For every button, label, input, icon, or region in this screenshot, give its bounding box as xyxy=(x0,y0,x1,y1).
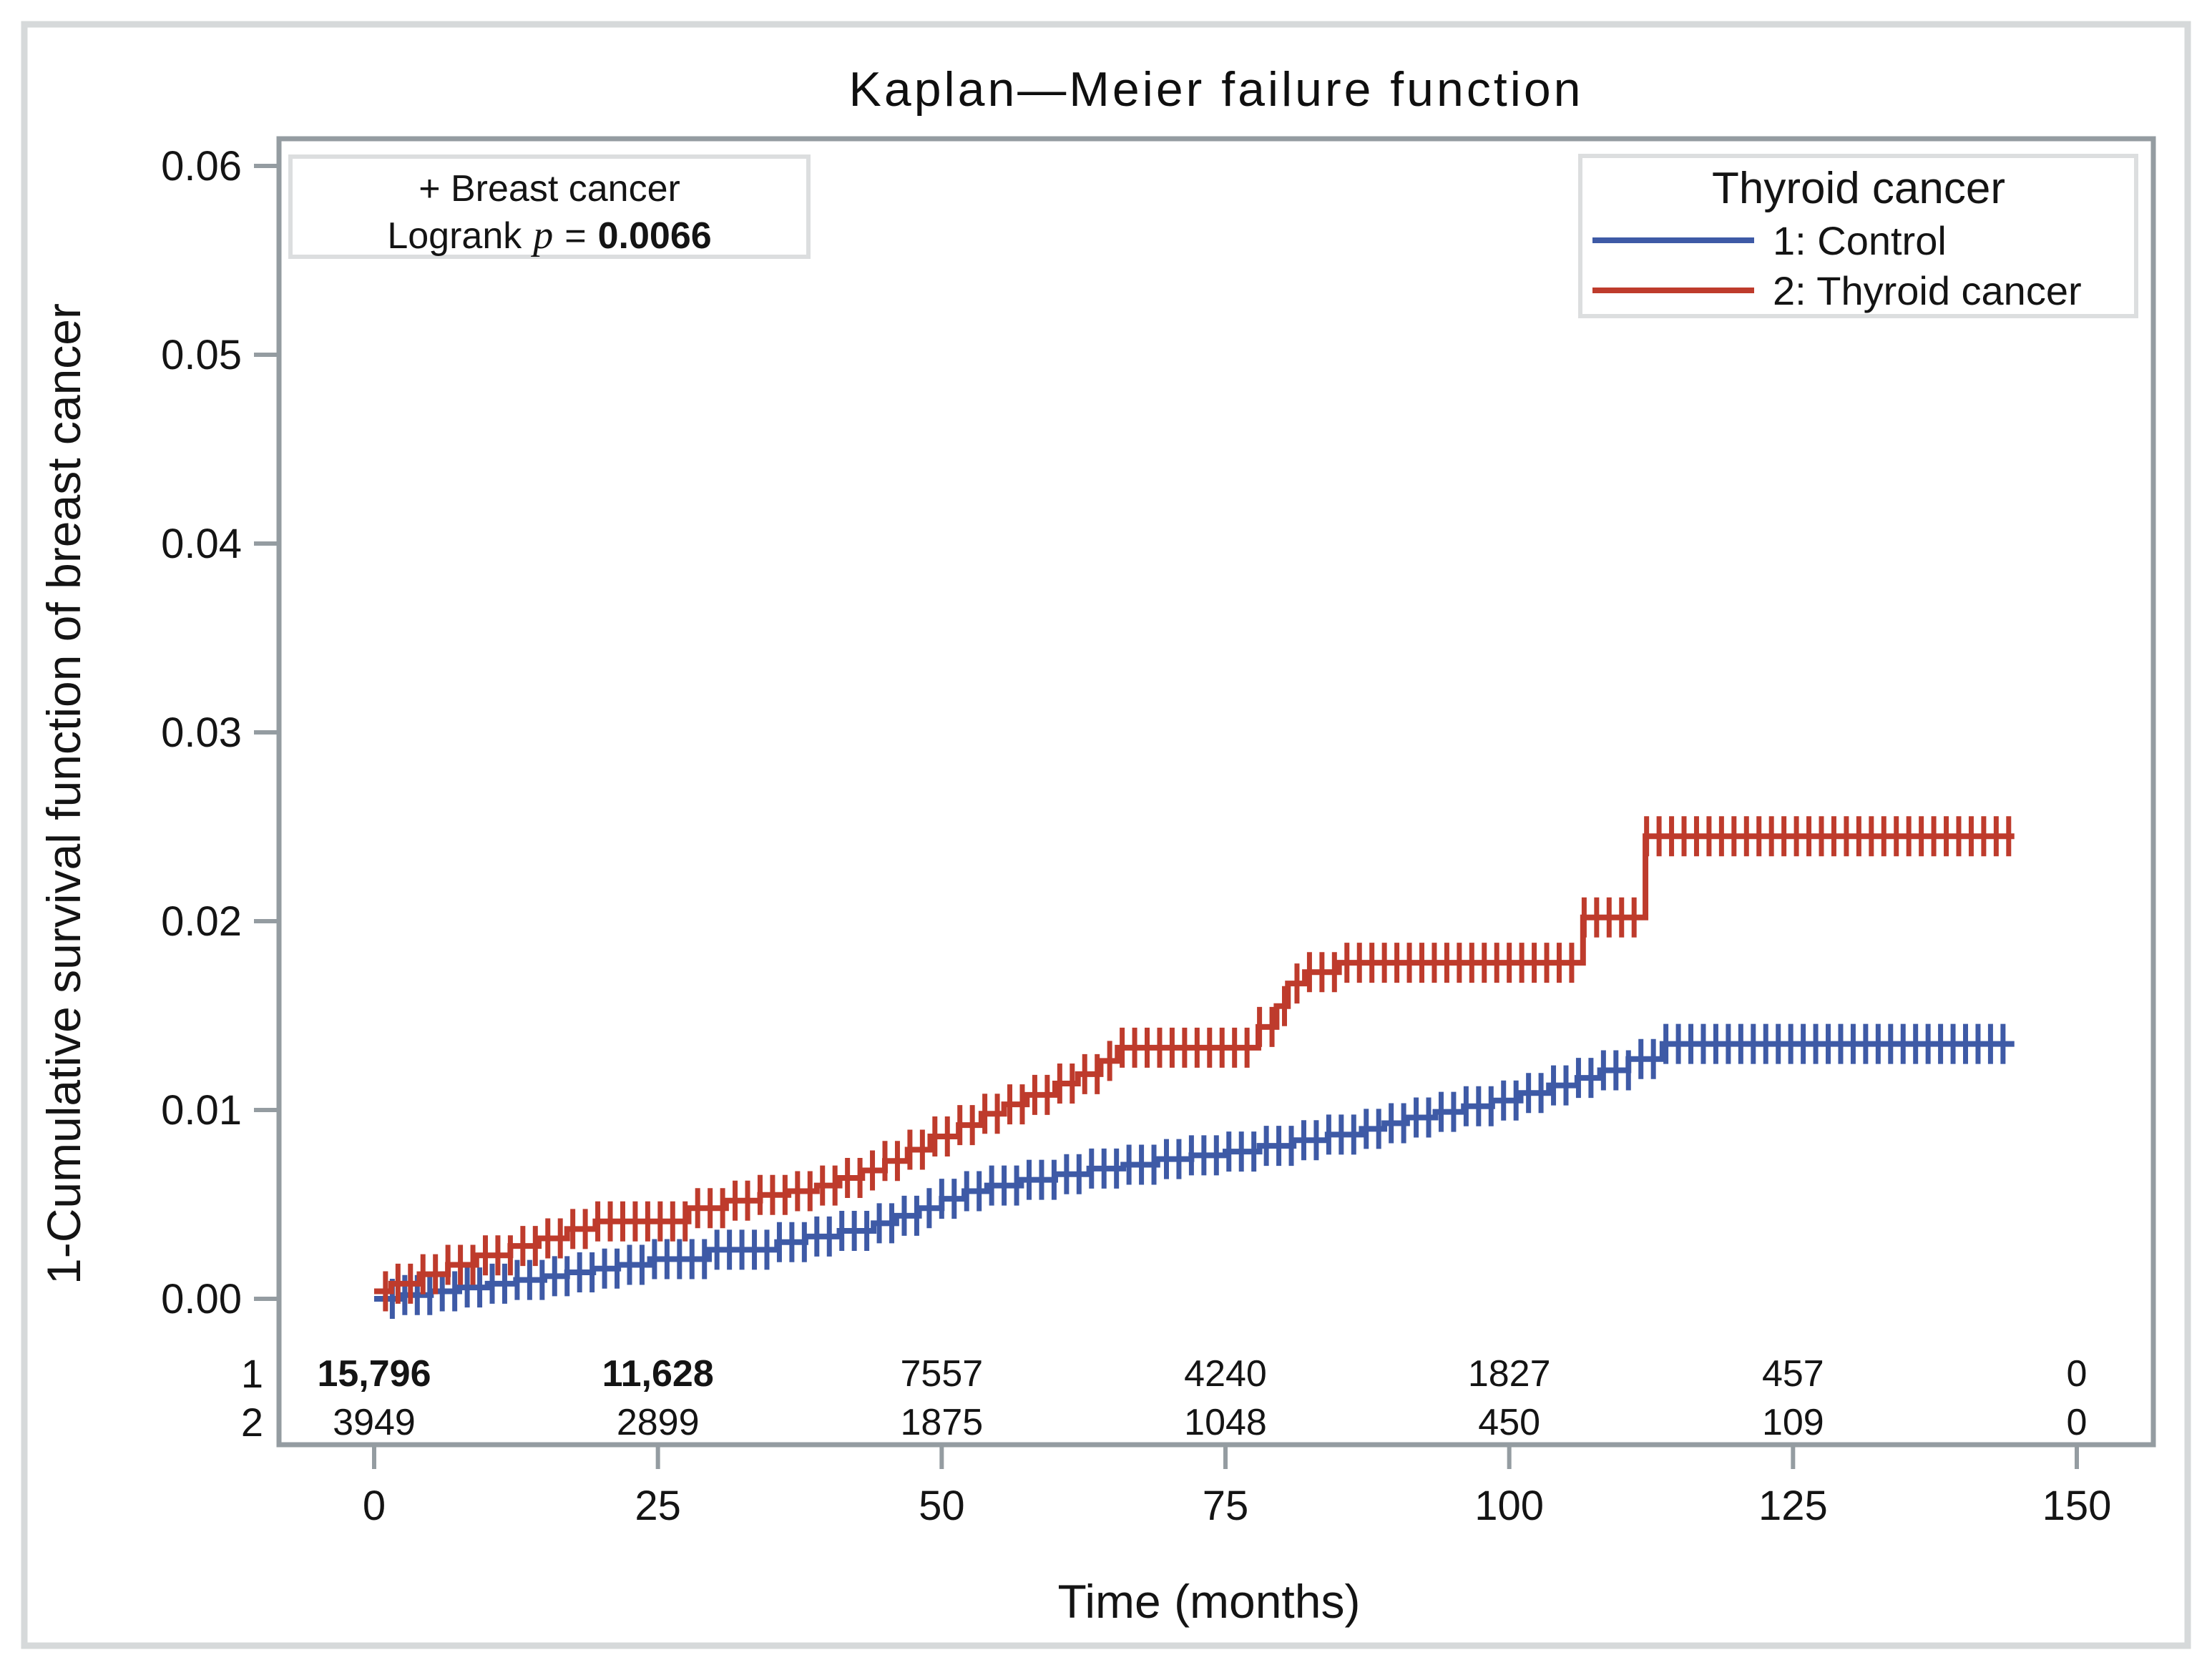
risk-value: 15,796 xyxy=(317,1353,431,1395)
x-tick-label: 50 xyxy=(919,1483,965,1529)
x-tick-label: 25 xyxy=(635,1483,681,1529)
risk-row-label: 2 xyxy=(241,1400,263,1445)
annotation-line1: + Breast cancer xyxy=(419,168,680,210)
risk-value: 0 xyxy=(2067,1402,2088,1443)
y-tick-label: 0.03 xyxy=(161,709,242,756)
y-tick-label: 0.00 xyxy=(161,1276,242,1322)
legend-item-label: 1: Control xyxy=(1773,218,1947,263)
chart-title: Kaplan—Meier failure function xyxy=(849,62,1584,117)
risk-value: 450 xyxy=(1478,1402,1540,1443)
risk-value: 457 xyxy=(1762,1353,1824,1395)
x-tick-label: 125 xyxy=(1758,1483,1828,1529)
annotation-line2: Logrank p = 0.0066 xyxy=(387,213,711,257)
x-tick-label: 100 xyxy=(1474,1483,1544,1529)
legend-items: 1: Control 2: Thyroid cancer xyxy=(1592,218,2082,313)
legend: Thyroid cancer 1: Control 2: Thyroid canc… xyxy=(1578,154,2138,318)
y-axis: 0.00 0.01 0.02 0.03 0.04 0.05 0.06 xyxy=(161,143,279,1322)
p-symbol: p xyxy=(530,213,553,257)
risk-row-label: 1 xyxy=(241,1351,263,1396)
risk-value: 0 xyxy=(2067,1353,2088,1395)
legend-title: Thyroid cancer xyxy=(1712,164,2005,213)
risk-value: 2899 xyxy=(617,1402,700,1443)
y-tick-label: 0.05 xyxy=(161,332,242,378)
risk-value: 11,628 xyxy=(602,1353,714,1395)
y-tick-label: 0.02 xyxy=(161,898,242,945)
x-tick-label: 0 xyxy=(363,1483,386,1529)
risk-value: 3949 xyxy=(333,1402,416,1443)
y-tick-label: 0.06 xyxy=(161,143,242,190)
series-1 xyxy=(374,1023,2015,1319)
km-curve xyxy=(374,833,2015,1295)
annotation-box xyxy=(288,154,811,259)
plot-frame xyxy=(276,136,2156,1448)
page-border xyxy=(21,21,2191,1649)
y-tick-label: 0.04 xyxy=(161,521,242,567)
y-axis-title: 1-Cumulative survival function of breast… xyxy=(37,303,90,1285)
risk-value: 7557 xyxy=(900,1353,983,1395)
km-curve xyxy=(374,1041,2015,1302)
risk-value: 4240 xyxy=(1184,1353,1267,1395)
p-value: 0.0066 xyxy=(598,215,712,257)
risk-value: 109 xyxy=(1762,1402,1824,1443)
y-tick-label: 0.01 xyxy=(161,1087,242,1134)
legend-item-label: 2: Thyroid cancer xyxy=(1773,268,2082,313)
x-tick-label: 150 xyxy=(2042,1483,2112,1529)
risk-value: 1827 xyxy=(1468,1353,1551,1395)
x-tick-label: 75 xyxy=(1203,1483,1249,1529)
x-axis: 0 25 50 75 100 125 150 xyxy=(363,1445,2112,1529)
logrank-annotation: + Breast cancer Logrank p = 0.0066 xyxy=(288,154,811,259)
x-axis-title: Time (months) xyxy=(1058,1575,1361,1628)
risk-value: 1875 xyxy=(900,1402,983,1443)
risk-value: 1048 xyxy=(1184,1402,1267,1443)
series-2 xyxy=(374,816,2015,1312)
logrank-word: Logrank xyxy=(387,215,522,257)
equals-sign: = xyxy=(564,215,586,257)
series-layer xyxy=(374,816,2015,1319)
risk-table: 1 15,796 11,628 7557 4240 1827 457 0 2 3949 2899 18… xyxy=(241,1351,2088,1445)
